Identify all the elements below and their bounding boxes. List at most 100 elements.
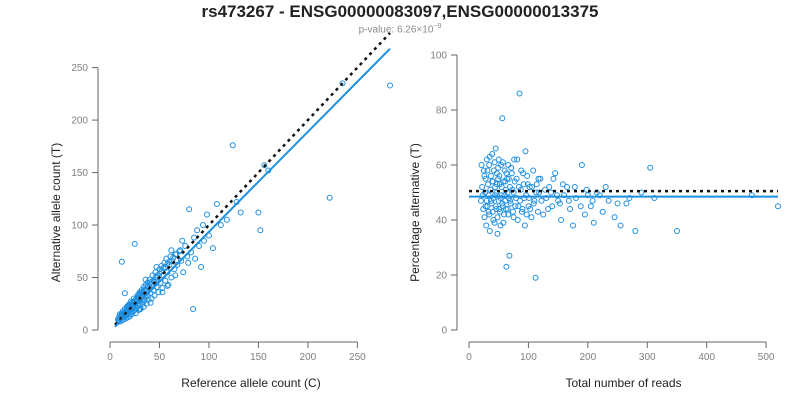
right-x-axis-title: Total number of reads	[565, 376, 681, 390]
right-data-point	[537, 175, 544, 182]
right-data-point	[510, 214, 517, 221]
right-data-point	[483, 156, 490, 163]
right-data-point	[520, 181, 527, 188]
right-data-point	[540, 211, 547, 218]
left-data-point	[155, 289, 162, 296]
left-data-point	[339, 80, 346, 87]
right-data-point	[651, 195, 658, 201]
left-data-point	[255, 209, 262, 216]
right-y-tick-label: 60	[436, 161, 448, 172]
right-data-point	[495, 164, 502, 171]
right-data-point	[542, 186, 549, 193]
left-data-point	[176, 248, 183, 255]
left-y-tick-label: 250	[71, 63, 88, 74]
right-data-point	[490, 217, 497, 223]
right-y-tick-label: 20	[436, 271, 448, 282]
right-data-point	[673, 228, 680, 234]
right-x-tick-label: 100	[520, 352, 537, 363]
right-data-point	[494, 230, 501, 237]
right-data-point	[507, 200, 514, 207]
right-data-point	[498, 192, 505, 199]
left-data-point	[229, 142, 236, 149]
left-x-tick-label: 50	[154, 352, 166, 363]
right-data-point	[572, 195, 579, 201]
left-fit-line	[114, 47, 391, 328]
right-data-point	[494, 214, 501, 221]
left-data-point	[198, 264, 205, 271]
right-data-point	[491, 219, 498, 226]
right-data-point	[531, 197, 538, 204]
right-data-point	[511, 178, 518, 185]
right-data-point	[500, 219, 507, 226]
left-data-point	[131, 240, 138, 247]
left-y-axis-title: Alternative allele count (T)	[49, 143, 63, 282]
right-data-point	[558, 217, 565, 223]
right-data-point	[486, 162, 493, 168]
right-data-point	[626, 195, 633, 201]
right-data-point	[583, 186, 590, 193]
right-data-point	[528, 184, 535, 190]
right-data-point	[505, 195, 512, 201]
left-y-tick-label: 150	[71, 168, 88, 179]
right-data-point	[546, 184, 553, 190]
right-data-point	[569, 222, 576, 229]
right-data-point	[602, 184, 609, 190]
left-y-tick-label: 0	[82, 326, 88, 337]
right-data-point	[481, 173, 488, 179]
right-panel: 0 100 200 300 400 500 0 20 40 60 80 100 Total number…	[408, 51, 781, 390]
right-data-point	[501, 211, 508, 218]
left-data-point	[257, 227, 264, 234]
right-x-tick-label: 500	[758, 352, 775, 363]
right-x-tick-label: 400	[698, 352, 715, 363]
left-data-point	[128, 301, 135, 308]
right-data-point	[565, 197, 572, 204]
right-y-tick-label: 100	[430, 51, 447, 62]
right-data-point	[505, 211, 512, 218]
right-data-point	[748, 192, 755, 199]
right-data-point	[495, 175, 502, 182]
right-data-point	[482, 203, 489, 210]
left-data-point	[209, 245, 216, 252]
left-x-tick-label: 0	[107, 352, 113, 363]
right-data-point	[495, 156, 502, 163]
right-data-point	[505, 162, 512, 168]
right-data-point	[482, 175, 489, 182]
right-y-tick-label: 80	[436, 106, 448, 117]
left-data-point	[261, 162, 268, 169]
left-data-point	[165, 281, 172, 288]
left-data-point	[192, 255, 199, 262]
right-data-point	[535, 175, 542, 182]
right-data-point	[477, 197, 484, 204]
left-data-point	[190, 306, 197, 313]
left-data-point	[185, 259, 192, 266]
right-data-point	[508, 170, 515, 177]
left-data-point	[178, 257, 185, 264]
right-data-point	[521, 222, 528, 229]
left-data-point	[196, 243, 203, 250]
right-data-point	[489, 178, 496, 185]
right-data-point	[499, 159, 506, 166]
right-data-point	[632, 228, 639, 234]
right-x-tick-label: 0	[466, 352, 472, 363]
right-x-tick-label: 200	[580, 352, 597, 363]
left-data-point	[200, 222, 207, 229]
right-data-point	[548, 189, 555, 196]
left-data-point	[213, 201, 220, 208]
right-data-point	[532, 274, 539, 281]
right-data-point	[493, 189, 500, 196]
left-data-point	[142, 276, 149, 283]
left-data-point	[153, 264, 160, 271]
right-data-point	[567, 206, 574, 212]
right-data-point	[524, 173, 531, 179]
right-data-point	[503, 263, 510, 270]
left-y-tick-label: 200	[71, 116, 88, 127]
right-data-point	[506, 252, 513, 259]
right-data-point	[485, 181, 492, 188]
left-data-point	[170, 254, 177, 261]
right-data-point	[530, 200, 537, 207]
right-data-point	[528, 214, 535, 221]
right-data-point	[485, 192, 492, 199]
right-y-tick-label: 40	[436, 216, 448, 227]
right-data-point	[527, 206, 534, 212]
right-data-point	[647, 164, 654, 171]
